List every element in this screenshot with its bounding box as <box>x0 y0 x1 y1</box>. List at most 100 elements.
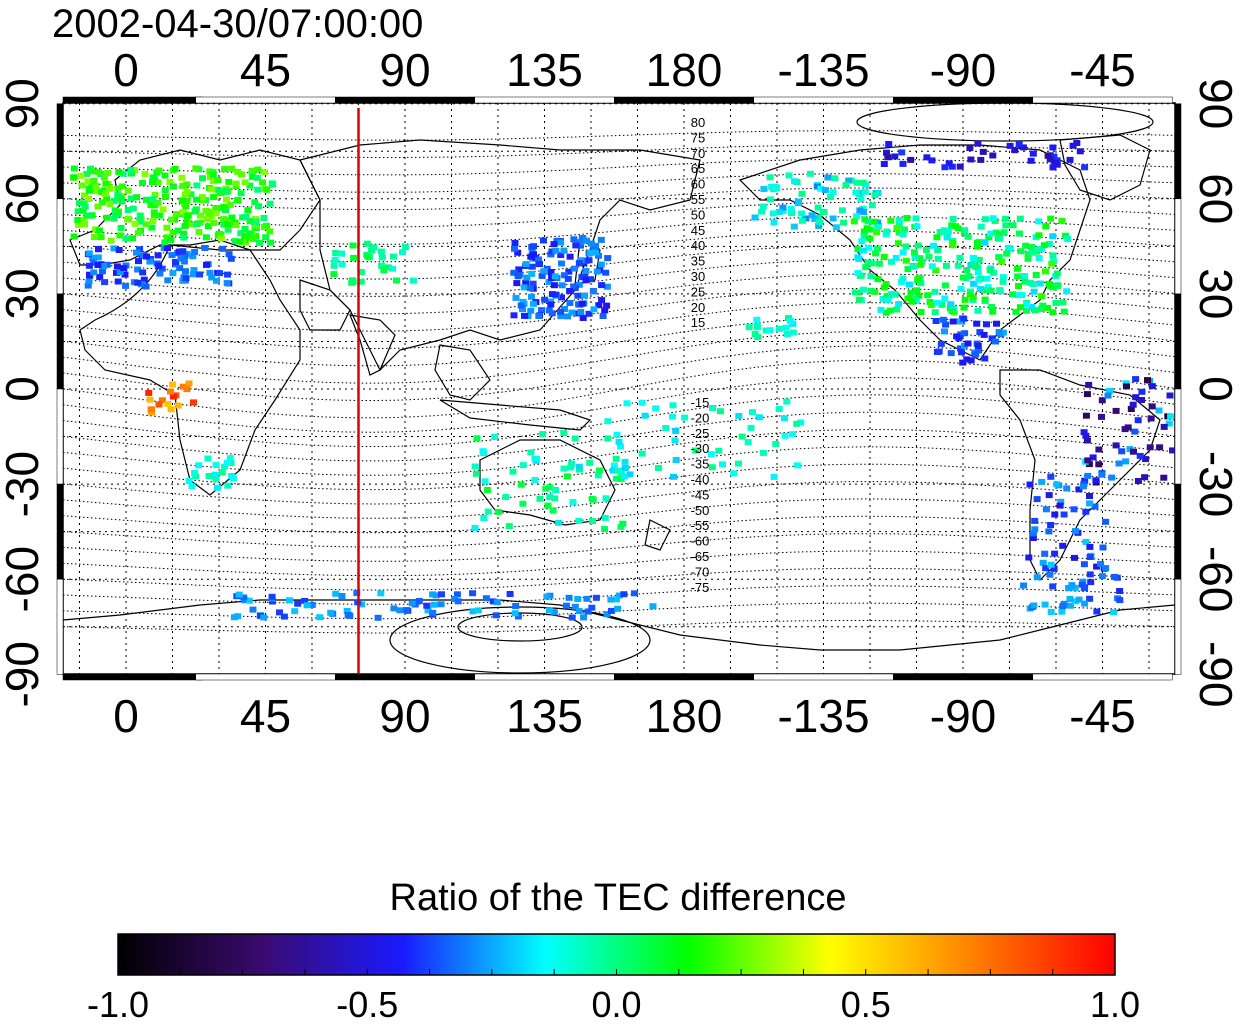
tec-cell <box>1080 561 1088 568</box>
tec-cell <box>1018 292 1026 299</box>
tec-cell <box>210 220 218 226</box>
tec-cell <box>267 239 275 246</box>
tec-cell <box>598 297 606 304</box>
tec-cell <box>817 185 825 192</box>
tec-cell <box>169 381 177 388</box>
tec-cell <box>218 469 226 476</box>
tec-cell <box>78 182 86 189</box>
mlat-label: 50 <box>691 207 705 222</box>
tec-cell <box>88 182 96 189</box>
tec-cell <box>564 313 572 320</box>
tec-cell <box>1098 413 1105 420</box>
axis-bar <box>1174 388 1182 485</box>
tec-cell <box>899 249 907 256</box>
tec-cell <box>963 356 971 363</box>
tec-cell <box>113 263 121 270</box>
tec-cell <box>973 239 981 246</box>
tec-cell <box>122 235 130 242</box>
tec-cell <box>1045 280 1053 287</box>
tec-cell <box>887 217 895 224</box>
tec-cell <box>621 458 629 465</box>
tec-cell <box>898 149 906 156</box>
tec-cell <box>181 222 189 229</box>
tec-cell <box>588 240 595 247</box>
tec-cell <box>159 206 167 213</box>
tec-cell <box>615 438 623 445</box>
tec-cell <box>213 277 220 284</box>
tec-cell <box>192 473 200 480</box>
tec-cell <box>480 515 488 521</box>
tec-cell <box>118 198 126 205</box>
tec-cell <box>193 221 201 228</box>
longitude-tick-label: 0 <box>113 690 139 742</box>
tec-cell <box>961 296 969 303</box>
tec-cell <box>941 328 948 335</box>
tec-cell <box>1104 392 1112 399</box>
tec-cell <box>592 249 600 256</box>
tec-cell <box>170 393 177 400</box>
tec-cell <box>1015 141 1023 148</box>
tec-cell <box>1063 288 1071 295</box>
tec-cell <box>1039 559 1047 566</box>
tec-cell <box>999 274 1007 281</box>
tec-cell <box>957 331 965 338</box>
latitude-axis-right: 90 60 30 0 -30 -60 -90 <box>1190 78 1240 707</box>
tec-cell <box>855 296 863 303</box>
tec-cell <box>949 215 957 222</box>
tec-cell <box>147 202 155 209</box>
tec-cell <box>934 299 942 306</box>
tec-cell <box>564 275 572 282</box>
tec-cell <box>527 253 535 260</box>
mlat-contour <box>63 130 1175 141</box>
tec-cell <box>469 590 477 597</box>
tec-cell <box>280 613 288 620</box>
mlat-contour <box>63 550 1175 577</box>
mlat-label: 60 <box>691 177 705 192</box>
tec-cell <box>1086 571 1094 578</box>
tec-cell <box>228 165 236 172</box>
tec-cell <box>145 389 153 396</box>
tec-cell <box>169 270 177 277</box>
tec-cell <box>1000 229 1008 236</box>
tec-cell <box>806 170 814 177</box>
tec-cell <box>223 217 231 224</box>
tec-cell <box>491 433 499 440</box>
tec-cell <box>1085 461 1093 468</box>
tec-cell <box>562 602 570 609</box>
tec-cell <box>429 591 437 598</box>
tec-cell <box>536 261 543 268</box>
tec-cell <box>249 606 257 613</box>
tec-cell <box>161 194 169 200</box>
tec-cell <box>195 229 203 235</box>
tec-cell <box>548 291 556 298</box>
tec-cell <box>214 186 222 193</box>
tec-cell <box>931 288 939 295</box>
axis-bar <box>56 388 64 485</box>
tec-cell <box>1026 481 1034 488</box>
tec-cell <box>885 141 893 147</box>
tec-cell <box>546 484 554 491</box>
tec-cell <box>717 408 724 415</box>
tec-cell <box>514 613 522 620</box>
tec-cell <box>167 406 175 413</box>
tec-cell <box>248 167 256 174</box>
tec-cell <box>198 194 206 201</box>
tec-cell <box>1131 428 1139 435</box>
tec-cell <box>1083 391 1091 398</box>
tec-cell <box>377 248 385 255</box>
tec-cell <box>603 611 611 618</box>
colorbar-tick-label: -0.5 <box>336 984 398 1024</box>
tec-cell <box>1095 461 1103 468</box>
tec-cell <box>631 590 638 597</box>
tec-cell <box>263 222 270 229</box>
tec-cell <box>1155 407 1163 414</box>
tec-cell <box>560 465 568 472</box>
tec-cell <box>902 243 910 250</box>
tec-cell <box>555 519 563 526</box>
tec-cell <box>1130 448 1137 455</box>
tec-cell <box>164 277 172 284</box>
tec-cell <box>131 220 139 227</box>
axis-bar <box>335 96 475 104</box>
tec-cell <box>1156 444 1164 451</box>
tec-cell <box>149 218 157 225</box>
